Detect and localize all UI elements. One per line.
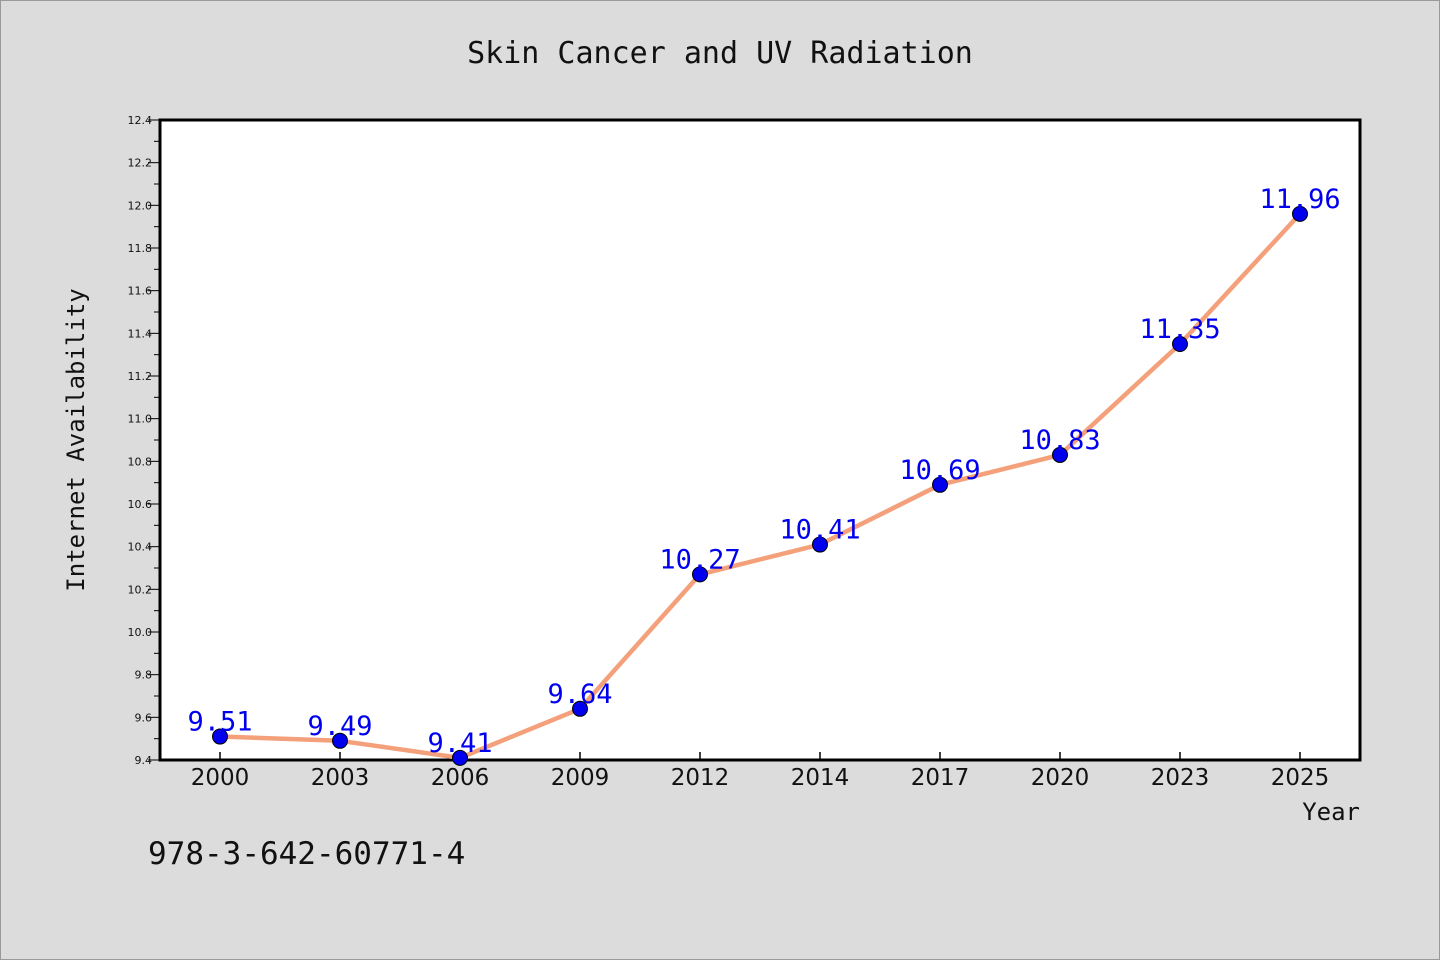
isbn-annotation: 978-3-642-60771-4 — [148, 836, 465, 872]
data-label: 11.96 — [1259, 184, 1340, 215]
data-label: 10.69 — [899, 455, 980, 486]
data-point — [212, 728, 228, 745]
x-tick-label: 2023 — [1151, 765, 1210, 791]
y-tick-label: 10.6 — [128, 498, 153, 511]
y-axis: 9.4 9.6 9.8 10.0 10.2 10.4 10.6 10.8 11.0 11.2 11.… — [128, 114, 160, 767]
y-tick-label: 11.6 — [128, 285, 153, 298]
x-axis-label: Year — [1302, 798, 1360, 826]
data-point — [452, 749, 468, 766]
data-point — [1052, 446, 1068, 463]
y-tick-label: 12.4 — [128, 114, 153, 127]
y-tick-label: 11.8 — [128, 242, 153, 255]
data-label: 11.35 — [1139, 314, 1220, 345]
data-label: 9.41 — [427, 728, 492, 759]
y-tick-label: 9.6 — [135, 711, 153, 724]
data-point — [1172, 336, 1188, 352]
y-tick-label: 11.4 — [128, 327, 153, 340]
data-label: 9.64 — [547, 679, 612, 710]
series-line — [217, 211, 1303, 761]
data-label: 9.51 — [187, 707, 252, 738]
y-tick-label: 10.0 — [128, 626, 153, 639]
data-label: 10.27 — [659, 544, 740, 575]
x-tick-label: 2014 — [791, 765, 850, 791]
data-label: 9.49 — [307, 711, 372, 742]
data-point — [812, 536, 828, 553]
y-tick-label: 12.0 — [128, 199, 153, 212]
data-label: 10.83 — [1019, 425, 1100, 456]
data-point — [1292, 205, 1308, 222]
chart-title: Skin Cancer and UV Radiation — [467, 36, 973, 71]
x-tick-label: 2017 — [911, 765, 970, 791]
y-tick-label: 10.8 — [128, 455, 153, 468]
plot-area — [158, 118, 1362, 762]
y-tick-label: 11.2 — [128, 370, 153, 383]
x-tick-label: 2003 — [311, 765, 370, 791]
x-tick-label: 2025 — [1271, 765, 1330, 791]
data-point — [932, 476, 948, 493]
data-point — [332, 732, 348, 749]
y-axis-label: Internet Availability — [62, 288, 90, 591]
y-tick-label: 11.0 — [128, 413, 153, 426]
x-tick-label: 2000 — [191, 765, 250, 791]
y-tick-label: 9.8 — [135, 669, 153, 682]
x-axis: 2000 2003 2006 2009 2012 2014 2017 2020 2023 2025 — [191, 752, 1330, 791]
x-tick-label: 2009 — [551, 765, 610, 791]
y-tick-label: 12.2 — [128, 157, 153, 170]
series-layer: 9.51 9.49 9.41 9.64 10.27 10.41 10.69 10.83 11.3… — [187, 184, 1341, 766]
data-label: 10.41 — [779, 515, 860, 546]
y-tick-label: 10.2 — [128, 583, 153, 596]
y-tick-label: 9.4 — [135, 754, 153, 767]
data-point — [572, 700, 588, 717]
x-tick-label: 2020 — [1031, 765, 1090, 791]
y-tick-label: 10.4 — [128, 541, 153, 554]
x-tick-label: 2012 — [671, 765, 730, 791]
data-point — [692, 566, 708, 583]
x-tick-label: 2006 — [431, 765, 490, 791]
